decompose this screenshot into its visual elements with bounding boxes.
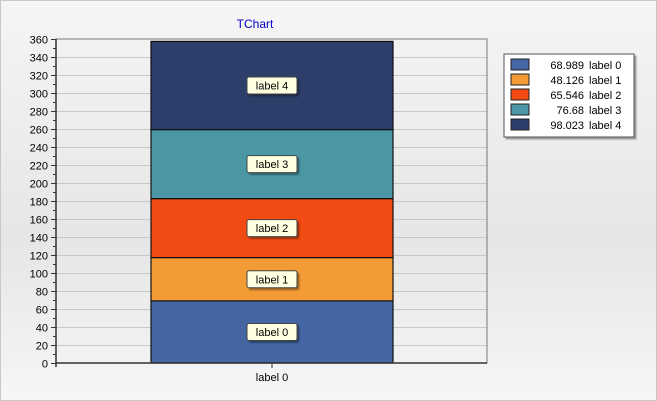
y-tick-label: 0 (42, 359, 48, 371)
legend-label-2: label 2 (589, 90, 621, 102)
bar-label-1: label 1 (256, 274, 288, 286)
y-tick-label: 100 (30, 269, 48, 281)
legend: 68.989 label 0 48.126 label 1 65.546 label 2 7… (503, 53, 635, 138)
legend-label-3: label 3 (589, 105, 621, 117)
bar-label-box-3 (246, 155, 298, 174)
legend-label-4: label 4 (589, 120, 621, 132)
legend-swatch-4 (510, 118, 530, 131)
y-tick-label: 180 (30, 197, 48, 209)
legend-value-4: 98.023 (550, 120, 584, 132)
y-tick-label: 240 (30, 143, 48, 155)
y-tick-label: 120 (30, 251, 48, 263)
bar-label-3: label 3 (256, 159, 288, 171)
legend-swatch-2 (510, 88, 530, 101)
y-tick-label: 20 (36, 341, 48, 353)
chart-title: TChart (237, 17, 274, 31)
bar-label-box-0 (246, 322, 298, 341)
x-tick-label: label 0 (256, 372, 288, 384)
bar-label-box-1 (246, 270, 298, 289)
x-axis: label 0 (56, 362, 487, 384)
legend-value-2: 65.546 (550, 90, 584, 102)
legend-swatch-1 (510, 73, 530, 86)
y-tick-label: 300 (30, 89, 48, 101)
legend-value-1: 48.126 (550, 75, 584, 87)
y-tick-label: 40 (36, 323, 48, 335)
y-tick-label: 160 (30, 215, 48, 227)
stacked-bars: label 0 label 1 label 2 label 3 label 4 (150, 40, 394, 364)
legend-value-3: 76.68 (556, 105, 584, 117)
y-tick-label: 340 (30, 53, 48, 65)
y-tick-label: 220 (30, 161, 48, 173)
y-tick-label: 80 (36, 287, 48, 299)
legend-label-1: label 1 (589, 75, 621, 87)
y-tick-label: 140 (30, 233, 48, 245)
legend-value-0: 68.989 (550, 60, 584, 72)
bar-label-4: label 4 (256, 80, 288, 92)
y-tick-label: 360 (30, 35, 48, 47)
bar-label-2: label 2 (256, 223, 288, 235)
legend-swatch-3 (510, 103, 530, 116)
y-tick-label: 320 (30, 71, 48, 83)
y-axis: 0 20 40 60 80 100 120 140 160 180 200 220 240 260 280 3… (30, 35, 57, 371)
y-tick-label: 280 (30, 107, 48, 119)
bar-label-box-4 (246, 76, 298, 95)
bar-label-0: label 0 (256, 327, 288, 339)
bar-label-box-2 (246, 219, 298, 238)
y-tick-label: 200 (30, 179, 48, 191)
y-tick-label: 260 (30, 125, 48, 137)
y-tick-label: 60 (36, 305, 48, 317)
legend-swatch-0 (510, 58, 530, 71)
legend-label-0: label 0 (589, 60, 621, 72)
